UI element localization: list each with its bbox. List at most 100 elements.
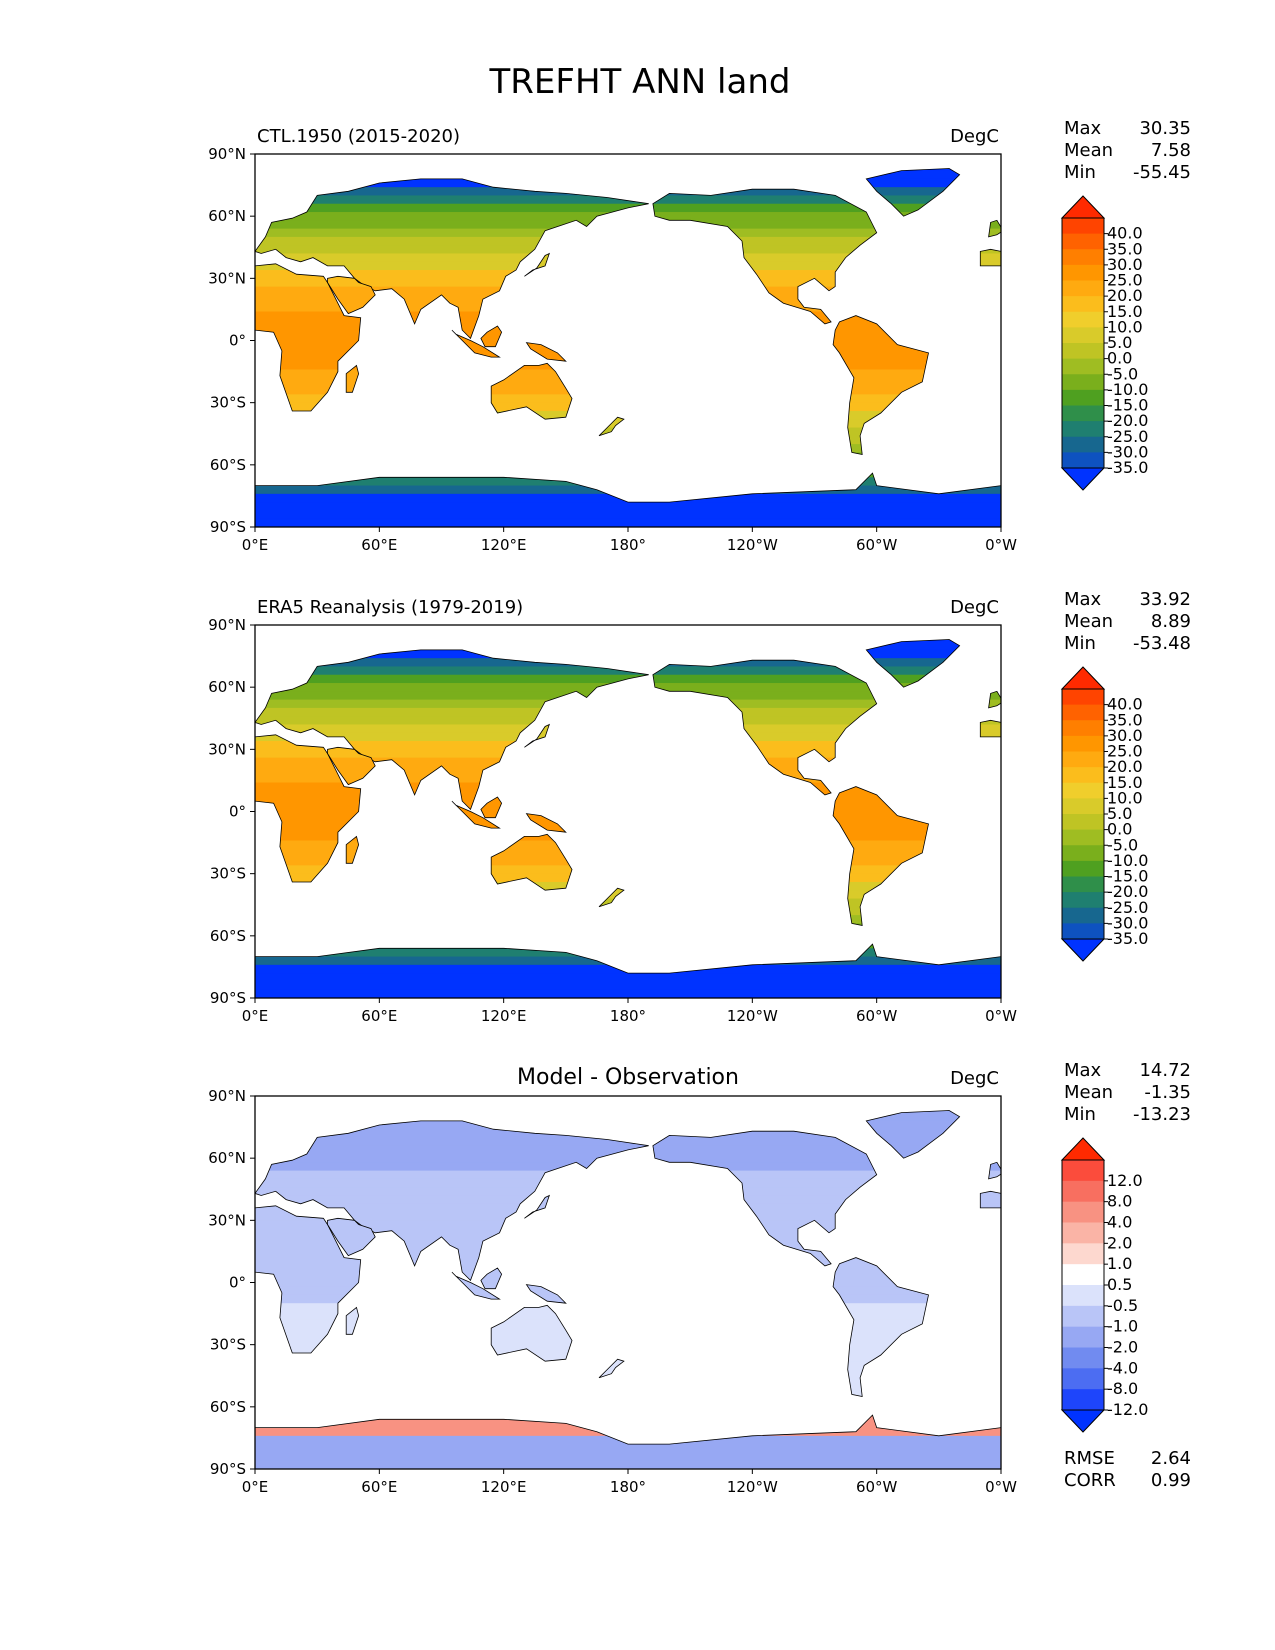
- field-band: [255, 832, 361, 842]
- stat-min-label: Min: [1064, 162, 1096, 183]
- colorbar-segment: [1062, 798, 1104, 815]
- field-band: [526, 352, 566, 362]
- field-band: [255, 1187, 649, 1197]
- field-band: [255, 674, 649, 684]
- field-band: [480, 344, 502, 347]
- field-band: [255, 228, 649, 238]
- stat-max-value: 14.72: [1139, 1060, 1191, 1081]
- stat-mean-value: 8.89: [1151, 611, 1191, 632]
- field-band: [491, 1311, 572, 1321]
- field-band: [255, 253, 649, 263]
- stat-mean-value: 7.58: [1151, 140, 1191, 161]
- field-band: [491, 865, 572, 875]
- field-band: [255, 278, 361, 288]
- colorbar-segment: [1062, 1285, 1104, 1307]
- colorbar-tick-label: 35.0: [1107, 239, 1143, 258]
- field-band: [988, 220, 1001, 230]
- field-band: [255, 203, 649, 213]
- colorbar-tick-label: 30.0: [1107, 726, 1143, 745]
- field-band: [255, 707, 649, 717]
- coastline: [255, 1120, 649, 1282]
- colorbar-segment: [1062, 907, 1104, 924]
- field-band: [255, 815, 361, 825]
- colorbar-extend-min: [1060, 1409, 1106, 1433]
- colorbar-tick-label: 30.0: [1107, 255, 1143, 274]
- stat-mean-label: Mean: [1064, 140, 1113, 161]
- coastline: [988, 1161, 1001, 1180]
- colorbar-tick-label: -8.0: [1107, 1379, 1138, 1398]
- colorbar-segment: [1062, 814, 1104, 831]
- field-band: [255, 973, 1001, 983]
- field-band: [346, 1319, 359, 1329]
- coastline: [865, 168, 961, 217]
- colorbar-tick-label: -25.0: [1107, 427, 1148, 446]
- field-band: [255, 286, 361, 296]
- coastline: [652, 188, 878, 325]
- lat-tick-label: 30°N: [208, 740, 246, 758]
- field-band: [988, 1170, 1001, 1179]
- panel-reference: 90°N 60°N 30°N 0° 30°S 60°S 90°S0°E 60°E 120°E 18…: [208, 589, 1191, 1025]
- field-band: [255, 344, 361, 354]
- coastline: [652, 1130, 878, 1267]
- colorbar-tick-label: -20.0: [1107, 411, 1148, 430]
- stat-min-value: -13.23: [1133, 1104, 1191, 1125]
- field-band: [255, 873, 361, 882]
- field-band: [866, 1129, 960, 1139]
- field-band: [451, 344, 500, 354]
- field-band: [833, 402, 929, 412]
- field-band: [980, 253, 1001, 263]
- field-band: [833, 857, 929, 866]
- field-band: [833, 807, 929, 817]
- field-band: [255, 1162, 649, 1172]
- field-band: [255, 1452, 1001, 1462]
- lat-tick-label: 30°S: [210, 1336, 246, 1354]
- field-band: [255, 1145, 649, 1155]
- colorbar-segment: [1062, 860, 1104, 877]
- field-band: [833, 328, 929, 337]
- colorbar-segment: [1062, 829, 1104, 846]
- field-band: [833, 377, 929, 387]
- field-band: [255, 1253, 361, 1263]
- coastline: [345, 1306, 360, 1335]
- field-band: [833, 1278, 929, 1288]
- colorbar-tick-label: 0.0: [1107, 349, 1132, 368]
- lon-tick-label: 180°: [610, 1007, 646, 1025]
- coastline: [327, 1217, 376, 1257]
- stat-min-value: -55.45: [1133, 162, 1191, 183]
- colorbar-tick-label: 2.0: [1107, 1233, 1132, 1252]
- colorbar-segment: [1062, 1201, 1104, 1223]
- field-band: [255, 1311, 361, 1321]
- field-band: [491, 848, 572, 858]
- field-band: [652, 666, 877, 676]
- field-band: [255, 1236, 649, 1246]
- coastline: [598, 416, 625, 437]
- field-band: [255, 510, 1001, 520]
- coastline: [988, 690, 1001, 709]
- field-band: [652, 707, 877, 717]
- coastline: [451, 1271, 501, 1300]
- colorbar-segment: [1062, 1180, 1104, 1203]
- lon-tick-label: 60°W: [856, 1007, 898, 1025]
- field-band: [866, 195, 960, 205]
- colorbar-tick-label: -35.0: [1107, 929, 1148, 948]
- field-band: [255, 303, 361, 313]
- field-band: [980, 249, 1001, 255]
- colorbar-segment: [1062, 233, 1104, 250]
- field-band: [652, 691, 877, 701]
- coastline: [345, 835, 360, 864]
- field-band: [346, 386, 359, 393]
- lat-tick-label: 30°S: [210, 394, 246, 412]
- colorbar-tick-label: -5.0: [1107, 364, 1138, 383]
- field-band: [866, 658, 960, 668]
- stat-min-value: -53.48: [1133, 633, 1191, 654]
- panel-title: CTL.1950 (2015-2020): [257, 126, 460, 147]
- lon-tick-label: 120°E: [481, 1007, 527, 1025]
- panel-test: 90°N 60°N 30°N 0° 30°S 60°S 90°S0°E 60°E 120°E 18…: [208, 118, 1191, 554]
- field-band: [652, 1137, 877, 1147]
- field-band: [255, 823, 361, 833]
- field-band: [255, 782, 361, 792]
- lat-tick-label: 90°S: [210, 989, 246, 1007]
- lon-tick-label: 60°E: [361, 1007, 397, 1025]
- coastline: [988, 219, 1001, 238]
- field-band: [652, 1154, 877, 1163]
